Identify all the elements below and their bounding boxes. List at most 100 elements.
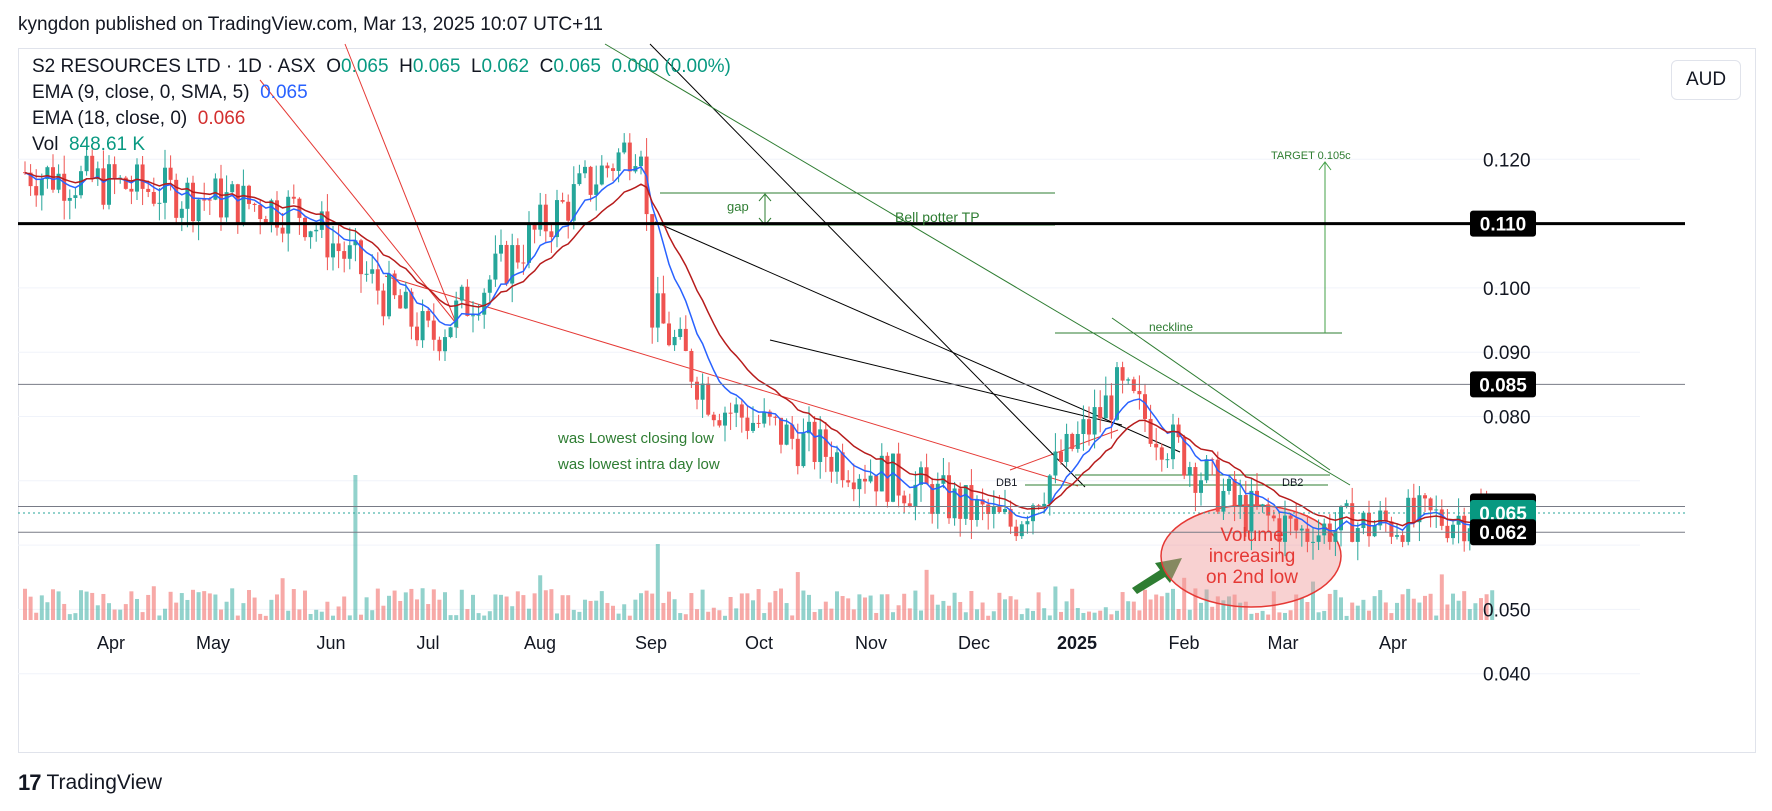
volume-bar xyxy=(1148,599,1153,620)
candle xyxy=(275,200,279,228)
candle xyxy=(1249,490,1254,532)
candle xyxy=(784,424,789,445)
candle xyxy=(790,424,795,439)
candle xyxy=(1059,451,1063,462)
legend-ema18-label: EMA (18, close, 0) xyxy=(32,108,188,129)
candle xyxy=(342,251,347,259)
candle xyxy=(532,224,537,230)
volume-bar xyxy=(779,588,783,620)
annotation-label: was Lowest closing low xyxy=(557,430,714,447)
footer-brand[interactable]: 17 TradingView xyxy=(18,770,162,796)
volume-bar xyxy=(1333,589,1338,620)
x-tick-label: 2025 xyxy=(1057,633,1097,653)
candle xyxy=(230,184,235,193)
candle xyxy=(1451,524,1455,539)
volume-bar xyxy=(1260,610,1265,620)
target-arrow-head xyxy=(1318,161,1332,171)
volume-bar xyxy=(1053,586,1058,620)
volume-bar xyxy=(616,613,621,620)
candle xyxy=(314,229,319,232)
volume-bar xyxy=(1344,615,1349,620)
candle xyxy=(863,478,867,482)
candle xyxy=(851,482,856,490)
candle xyxy=(448,327,453,338)
volume-bar xyxy=(79,590,83,620)
candle xyxy=(504,244,509,284)
candle xyxy=(667,323,671,346)
candle xyxy=(1042,503,1047,507)
candle xyxy=(437,339,442,352)
volume-bar xyxy=(459,589,464,620)
candle xyxy=(907,503,912,507)
volume-bar xyxy=(476,613,481,620)
legend-ema18-row[interactable]: EMA (18, close, 0) 0.066 xyxy=(32,108,245,130)
candle xyxy=(1008,509,1013,527)
legend-change: 0.000 (0.00%) xyxy=(611,56,731,77)
candle xyxy=(370,269,375,274)
candle xyxy=(387,273,391,317)
x-tick-label: Feb xyxy=(1168,633,1199,653)
legend-low: 0.062 xyxy=(481,56,530,77)
legend-ema9-row[interactable]: EMA (9, close, 0, SMA, 5) 0.065 xyxy=(32,82,308,104)
volume-bar xyxy=(415,599,419,620)
candle xyxy=(1092,407,1097,435)
volume-bar xyxy=(1411,598,1416,620)
volume-bar xyxy=(695,609,699,620)
candle xyxy=(728,412,733,414)
candle xyxy=(543,204,548,232)
candle xyxy=(51,167,55,190)
callout-text: on 2nd low xyxy=(1206,567,1298,588)
volume-bar xyxy=(986,615,991,620)
candle xyxy=(823,429,828,457)
volume-bar xyxy=(773,590,778,620)
x-tick-label: May xyxy=(196,633,230,653)
candle xyxy=(963,485,968,519)
candle xyxy=(1120,367,1125,381)
volume-bars xyxy=(23,475,1495,620)
candle xyxy=(168,167,173,180)
legend-symbol[interactable]: S2 RESOURCES LTD · 1D · ASX xyxy=(32,56,316,77)
candle xyxy=(1311,541,1315,543)
volume-bar xyxy=(45,602,50,620)
legend-vol-value: 848.61 K xyxy=(68,134,146,155)
candle xyxy=(465,286,470,316)
candle xyxy=(1400,535,1405,542)
volume-bar xyxy=(247,590,251,620)
candle xyxy=(1019,524,1024,537)
candle xyxy=(857,478,862,490)
volume-bar xyxy=(314,609,319,620)
volume-bar xyxy=(672,599,677,620)
candle xyxy=(627,142,632,172)
candle xyxy=(219,178,223,218)
volume-bar xyxy=(644,590,649,620)
volume-bar xyxy=(907,608,912,620)
volume-bar xyxy=(1445,604,1450,620)
candle xyxy=(1193,467,1198,493)
volume-bar xyxy=(1036,592,1041,620)
volume-bar xyxy=(1339,597,1343,620)
volume-bar xyxy=(499,594,503,620)
volume-bar xyxy=(930,594,935,620)
volume-bar xyxy=(549,589,554,620)
y-tick-label: 0.040 xyxy=(1483,665,1531,686)
volume-bar xyxy=(84,591,89,620)
volume-bar xyxy=(1070,588,1075,620)
volume-bar xyxy=(1395,602,1399,620)
price-label-text: 0.110 xyxy=(1480,215,1527,236)
candle xyxy=(1417,495,1422,523)
candle xyxy=(958,488,963,519)
chart-frame[interactable] xyxy=(18,48,1756,753)
legend-vol-row[interactable]: Vol 848.61 K xyxy=(32,134,145,156)
candle xyxy=(1115,367,1119,420)
volume-bar xyxy=(269,599,274,620)
candle xyxy=(1271,515,1276,519)
volume-bar xyxy=(1238,602,1243,620)
currency-button[interactable]: AUD xyxy=(1671,60,1741,100)
volume-bar xyxy=(224,601,229,620)
candles xyxy=(23,133,1495,561)
volume-bar xyxy=(678,613,683,620)
candle xyxy=(1087,419,1091,435)
volume-bar xyxy=(297,609,302,620)
volume-bar xyxy=(118,609,123,620)
